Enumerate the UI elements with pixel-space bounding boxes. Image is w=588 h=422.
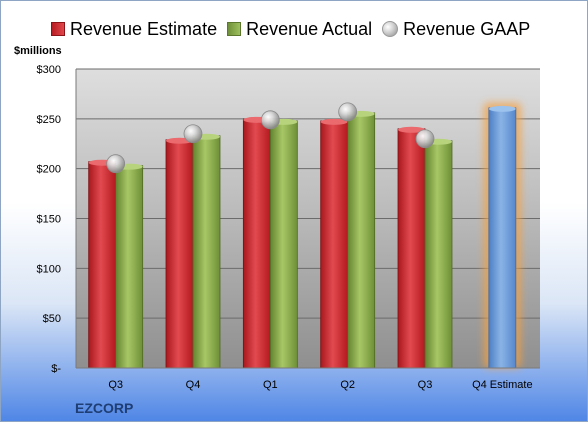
bar-revenue-actual [269, 120, 298, 369]
y-tick-label: $50 [43, 313, 61, 325]
legend-item-revenue-gaap: Revenue GAAP [382, 19, 530, 40]
bar-revenue-estimate [397, 128, 426, 369]
bar-revenue-actual [192, 135, 221, 369]
marker-revenue-gaap [106, 154, 126, 174]
bar-top-cap [320, 118, 348, 125]
bar-revenue-estimate-forecast [488, 107, 517, 369]
bar-revenue-estimate [320, 120, 349, 369]
company-name: EZCORP [75, 400, 134, 416]
legend-swatch-revenue-actual [227, 22, 242, 36]
x-tick-label: Q4 Estimate [472, 379, 533, 391]
marker-revenue-gaap [415, 129, 435, 149]
legend-swatch-revenue-estimate [51, 22, 65, 36]
x-tick-label: Q1 [263, 379, 278, 391]
marker-revenue-gaap [183, 124, 203, 144]
y-tick-label: $300 [37, 64, 61, 76]
y-tick-label: $- [51, 363, 61, 375]
legend-label-revenue-estimate: Revenue Estimate [70, 18, 218, 39]
y-tick-label: $200 [37, 164, 61, 176]
x-tick-label: Q2 [340, 379, 355, 391]
x-tick-label: Q3 [418, 379, 433, 391]
y-tick-label: $100 [37, 263, 61, 275]
y-tick-label: $150 [37, 214, 61, 226]
bar-revenue-actual [424, 140, 453, 369]
legend-swatch-revenue-gaap [382, 21, 399, 37]
legend-label-revenue-actual: Revenue Actual [246, 18, 373, 39]
bar-top-cap [488, 105, 516, 112]
bar-top-cap [398, 126, 425, 133]
y-axis-unit-label: $millions [14, 45, 62, 57]
x-tick-label: Q4 [186, 379, 201, 391]
bar-revenue-estimate [88, 161, 117, 369]
bar-revenue-estimate [165, 139, 194, 369]
bar-revenue-actual [347, 112, 376, 369]
bar-revenue-estimate [242, 118, 271, 369]
legend-item-revenue-estimate: Revenue Estimate [51, 19, 217, 40]
legend-item-revenue-actual: Revenue Actual [227, 19, 372, 40]
marker-revenue-gaap [260, 110, 280, 130]
bar-revenue-actual [115, 165, 144, 369]
legend-label-revenue-gaap: Revenue GAAP [403, 18, 531, 39]
y-tick-label: $250 [37, 114, 61, 126]
marker-revenue-gaap [338, 102, 358, 122]
x-tick-label: Q3 [108, 379, 123, 391]
chart-legend: Revenue Estimate Revenue Actual Revenue … [51, 18, 530, 40]
